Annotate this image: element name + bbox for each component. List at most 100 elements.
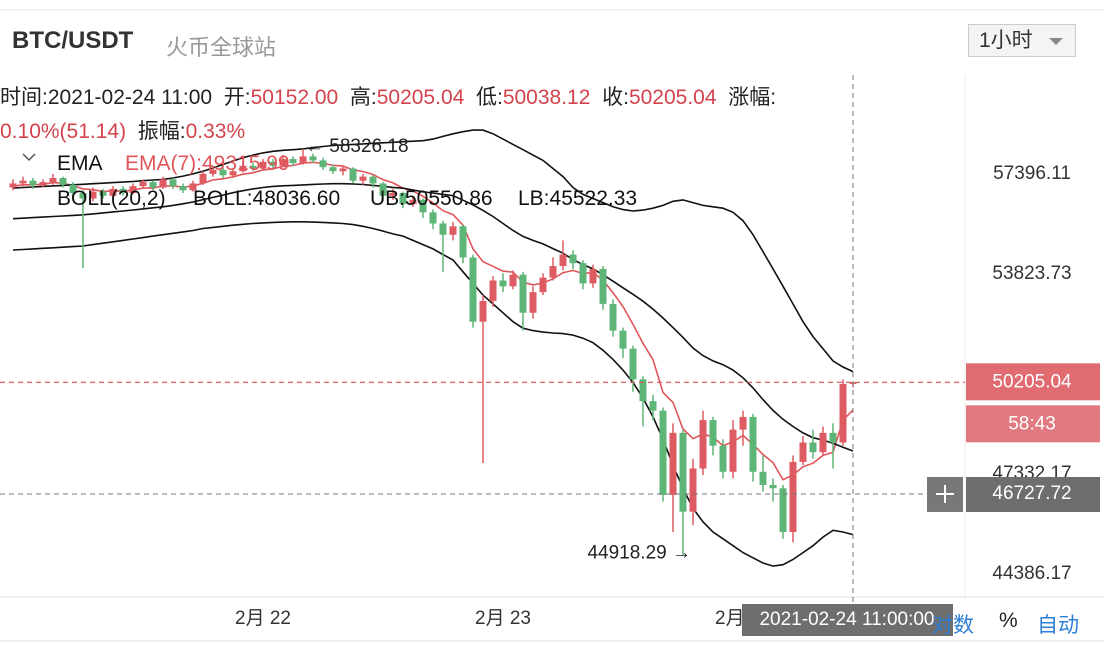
candle-body (59, 177, 67, 185)
candle-body (829, 432, 837, 443)
interval-select[interactable]: 1小时 (968, 24, 1076, 57)
candle-body (119, 188, 127, 194)
candle-body (519, 274, 527, 313)
ohlc-info: 时间:2021-02-24 11:00 开:50152.00 高:50205.0… (0, 81, 776, 111)
candle-body (589, 268, 597, 284)
candle-body (279, 159, 287, 166)
info-label: 高: (349, 86, 377, 109)
candle-body (779, 488, 787, 532)
candle-body (809, 442, 817, 453)
countdown-label: 58:43 (1008, 413, 1056, 434)
candle-body (479, 300, 487, 322)
crosshair-price-tag (966, 476, 1100, 512)
y-tick-label: 53823.73 (992, 263, 1071, 284)
y-tick-label: 57396.11 (993, 163, 1071, 184)
legend-item: EMA(7):49315.99 (125, 152, 290, 175)
last-price-label: 50205.04 (992, 371, 1072, 392)
candle-body (179, 186, 187, 191)
candle-body (149, 182, 157, 188)
candle-body (369, 176, 377, 184)
info-label: 涨幅: (728, 86, 777, 109)
candle-body (429, 212, 437, 224)
info-value: 2021-02-24 11:00 (47, 86, 213, 109)
info-value: 50205.04 (376, 86, 465, 109)
candle-body (449, 226, 457, 235)
candle-body (759, 471, 767, 485)
candle-body (529, 292, 537, 313)
candle-body (749, 416, 757, 472)
candle-body (409, 199, 417, 205)
high-annotation: ← 58326.18 (305, 136, 409, 157)
legend-item: BOLL:48036.60 (193, 187, 341, 210)
candle-body (459, 226, 467, 258)
candle-body (359, 176, 367, 181)
candle-body (219, 169, 227, 176)
indicator-line (12, 221, 854, 567)
ohlc-info-2: 0.10%(51.14) 振幅:0.33% (0, 115, 245, 145)
legend-item: UB:50550.86 (370, 187, 493, 210)
y-tick-label: 44386.17 (992, 563, 1071, 584)
candle-body (679, 432, 687, 512)
candle-body (739, 416, 747, 430)
exchange: 火币全球站 (166, 35, 277, 60)
candle-body (729, 429, 737, 472)
info-label: 时间: (0, 86, 48, 109)
candle-body (649, 401, 657, 411)
info-label: 收: (602, 86, 629, 109)
log-toggle[interactable]: 对数 (932, 614, 974, 637)
candle-body (229, 171, 237, 176)
candle-body (399, 193, 407, 205)
chevron (22, 153, 36, 162)
legend-group: BOLL(20,2) (57, 187, 166, 210)
candle-body (249, 165, 257, 169)
candle-body (99, 191, 107, 196)
candle-body (659, 410, 667, 495)
candle-body (799, 442, 807, 462)
candle-body (839, 383, 847, 443)
info-value: 50038.12 (502, 86, 591, 109)
candle-body (29, 180, 37, 186)
indicator-line (12, 182, 854, 452)
candle-body (389, 193, 397, 196)
candle-body (509, 274, 517, 287)
candle-body (159, 179, 167, 188)
candle-body (709, 420, 717, 446)
candle-body (69, 184, 77, 194)
candle-body (209, 169, 217, 174)
candle-body (689, 468, 697, 512)
candle-body (439, 223, 447, 235)
candle-body (539, 277, 547, 293)
candle-body (9, 183, 17, 188)
symbol: BTC/USDT (12, 27, 134, 54)
candle-body (379, 183, 387, 196)
candle-body (549, 266, 557, 278)
candle-body (189, 183, 197, 191)
candle-body (629, 348, 637, 380)
candle-body (329, 167, 337, 172)
auto-toggle[interactable]: 自动 (1037, 614, 1079, 637)
candle-body (269, 161, 277, 166)
candle-body (769, 484, 777, 489)
candle-body (789, 461, 797, 532)
plot (9, 129, 857, 567)
collapse-icon (22, 150, 36, 164)
candle-body (199, 173, 207, 184)
info-value: 0.10%(51.14) (0, 120, 127, 143)
candle-body (599, 268, 607, 304)
candle-body (639, 379, 647, 402)
candle-body (559, 254, 567, 267)
info-label: 开: (223, 86, 251, 109)
candle-body (419, 199, 427, 213)
info-value: 50152.00 (250, 86, 339, 109)
x-tick-label: 2月 23 (475, 608, 531, 629)
candle-body (49, 177, 57, 183)
candle-body (169, 179, 177, 187)
candle-body (259, 161, 267, 169)
candle-body (819, 432, 827, 453)
countdown-tag (966, 405, 1100, 443)
low-annotation: 44918.29 → (587, 542, 691, 563)
percent-toggle[interactable]: % (999, 609, 1018, 632)
indicator-line (12, 129, 854, 373)
